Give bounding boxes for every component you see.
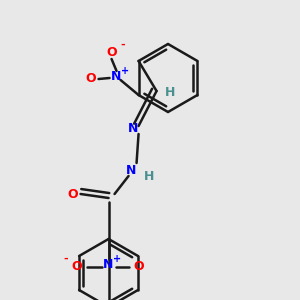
Text: -: - (63, 254, 68, 264)
Text: +: + (113, 254, 122, 264)
Text: O: O (67, 188, 78, 200)
Text: -: - (120, 40, 125, 50)
Text: H: H (144, 169, 155, 182)
Text: N: N (126, 164, 137, 176)
Text: +: + (122, 66, 130, 76)
Text: O: O (133, 260, 144, 274)
Text: O: O (106, 46, 117, 59)
Text: O: O (71, 260, 82, 274)
Text: N: N (103, 259, 114, 272)
Text: N: N (111, 70, 122, 83)
Text: N: N (128, 122, 139, 134)
Text: H: H (165, 86, 176, 100)
Text: O: O (85, 73, 96, 85)
